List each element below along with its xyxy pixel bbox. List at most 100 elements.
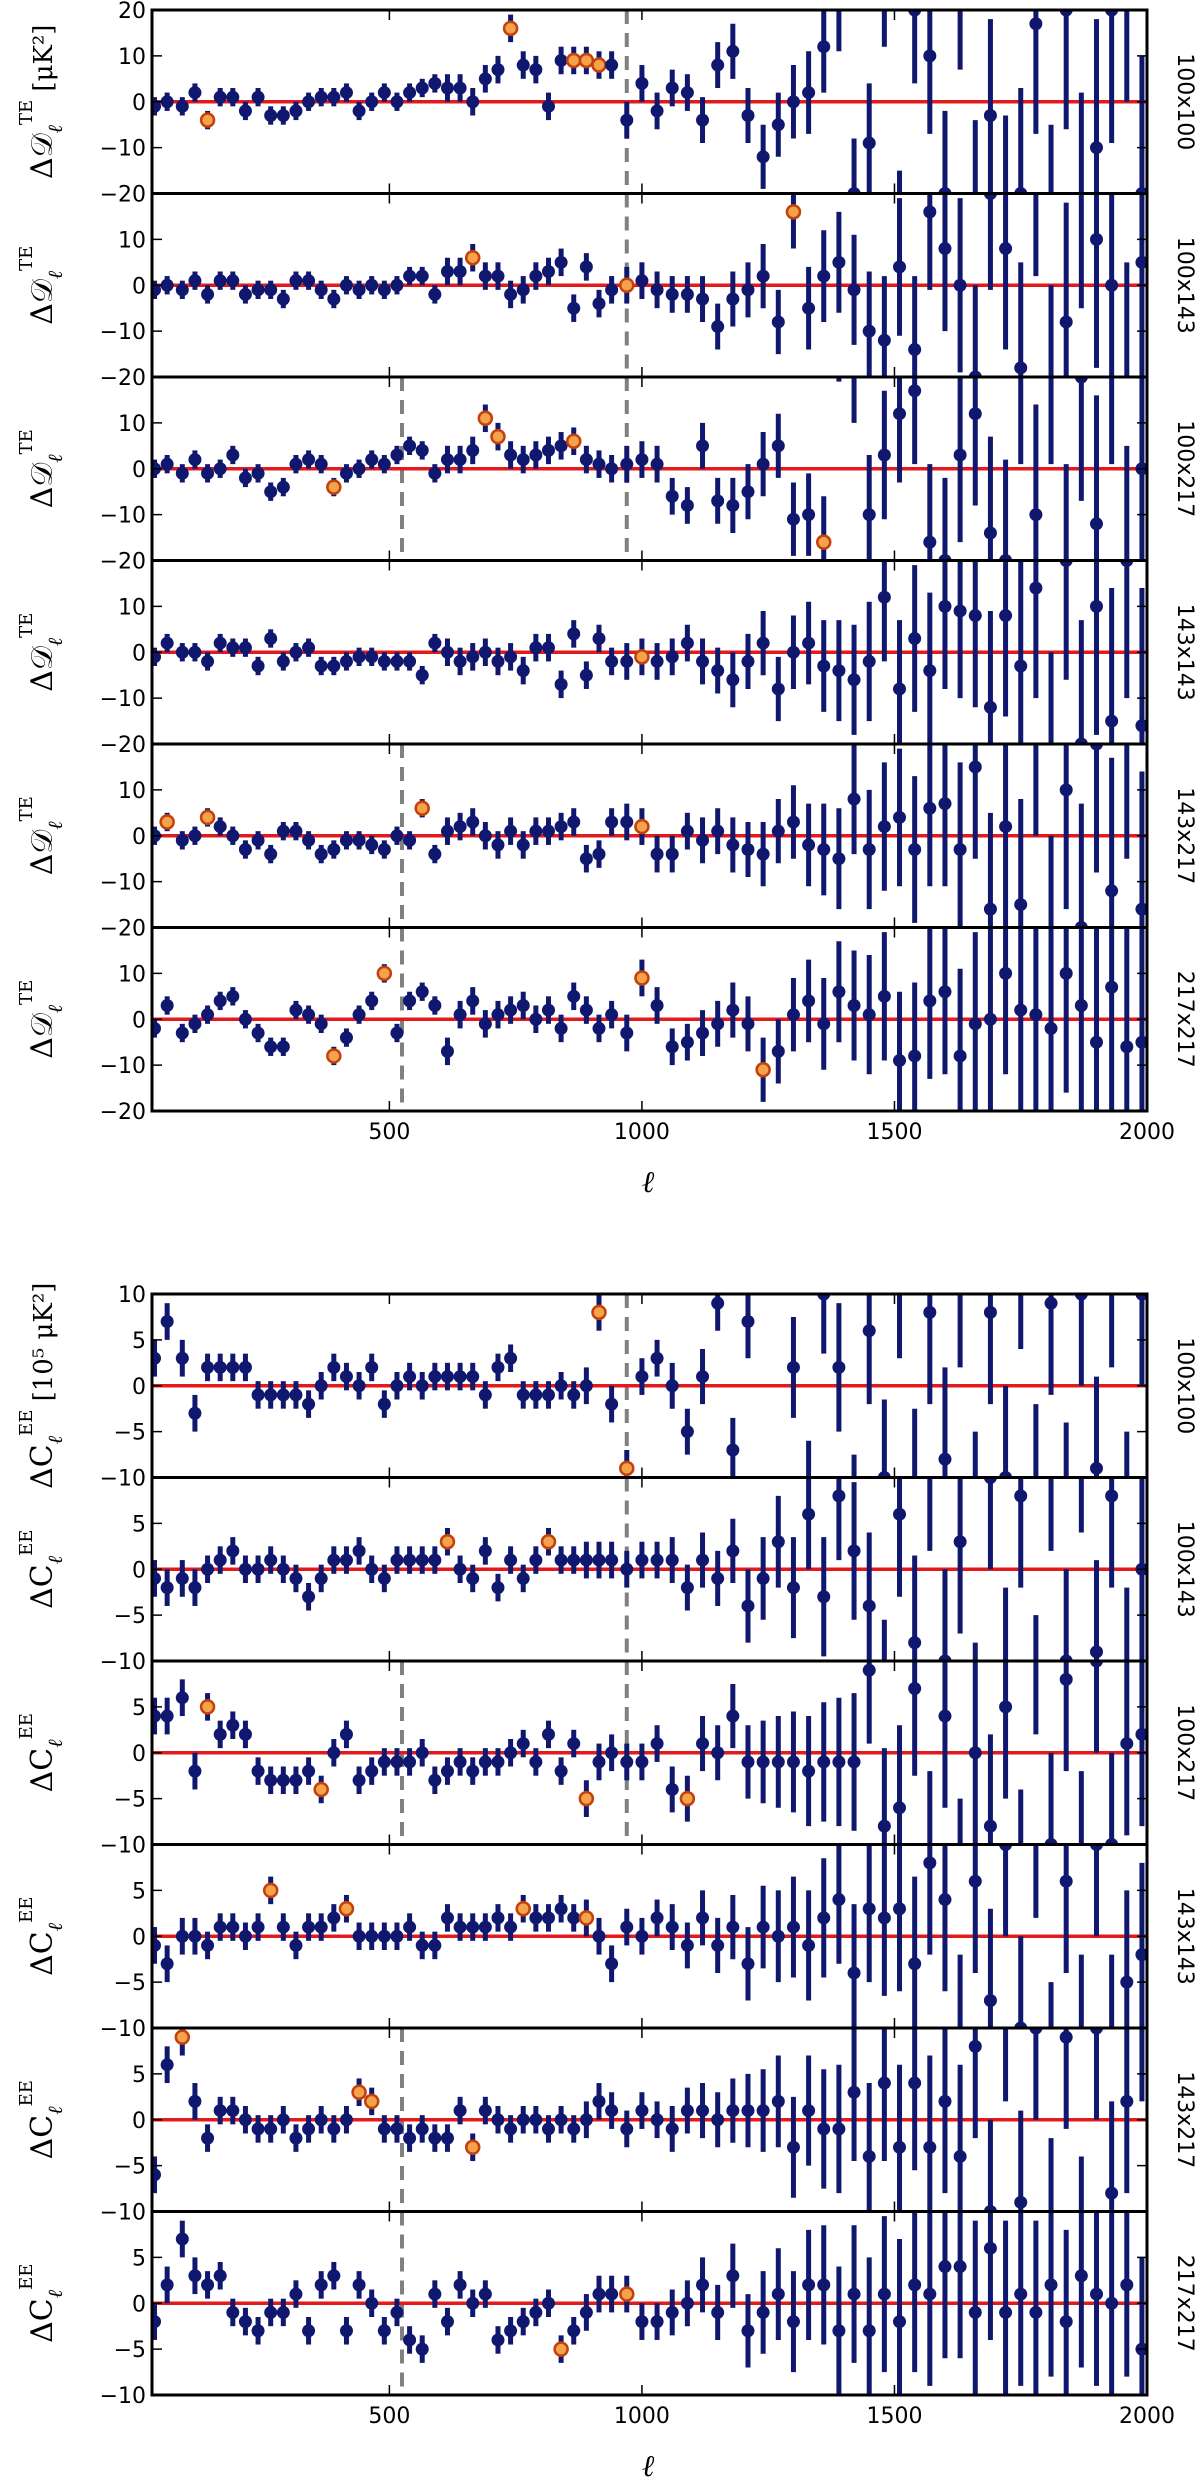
data-point (440, 645, 454, 659)
data-point (605, 815, 619, 829)
data-point (352, 283, 366, 297)
data-point (711, 1746, 725, 1760)
data-point (579, 1003, 593, 1017)
data-point (862, 1902, 876, 1916)
data-point (983, 1477, 997, 1484)
data-point (696, 1026, 710, 1040)
data-point (516, 664, 530, 678)
outlier-point (634, 649, 650, 665)
data-point (541, 264, 555, 278)
data-point (650, 2113, 664, 2127)
y-tick-label: −20 (100, 183, 146, 208)
data-point (786, 512, 800, 526)
data-point (999, 1471, 1013, 1478)
data-point (726, 838, 740, 852)
data-point (696, 654, 710, 668)
plot-area (152, 1661, 1147, 1845)
data-point (478, 2287, 492, 2301)
data-point (832, 2122, 846, 2136)
data-point (403, 86, 417, 100)
data-point (201, 466, 215, 480)
data-point (415, 1379, 429, 1393)
data-point (711, 494, 725, 508)
data-point (726, 44, 740, 58)
data-point (491, 838, 505, 852)
data-point (238, 104, 252, 118)
x-tick-label: 2000 (1119, 1120, 1175, 1145)
data-point (1089, 1645, 1103, 1659)
data-point (620, 1026, 634, 1040)
data-point (680, 1035, 694, 1049)
data-point (238, 641, 252, 655)
data-point (1014, 1251, 1027, 1264)
data-point (1089, 2287, 1103, 2301)
data-point (1120, 2278, 1134, 2292)
data-point (504, 287, 518, 301)
data-point (726, 1443, 740, 1457)
data-point (650, 457, 664, 471)
data-point (665, 1040, 679, 1054)
data-point (786, 645, 800, 659)
data-point (938, 187, 952, 194)
data-point (741, 485, 755, 499)
data-point (862, 843, 876, 857)
data-point (999, 609, 1013, 623)
data-point (741, 109, 755, 123)
data-point (620, 2122, 634, 2136)
data-point (365, 838, 379, 852)
data-point (226, 274, 240, 288)
data-point (440, 1370, 454, 1384)
data-point (1120, 560, 1134, 567)
data-point (529, 269, 543, 283)
data-point (938, 1452, 952, 1466)
data-point (665, 2122, 679, 2136)
data-point (908, 2278, 922, 2292)
data-point (696, 113, 710, 127)
data-point (314, 90, 328, 104)
data-point (516, 2315, 530, 2329)
data-point (877, 1819, 891, 1833)
data-point (365, 994, 379, 1008)
data-point (1029, 17, 1043, 31)
data-point (264, 485, 278, 499)
data-point (953, 448, 967, 462)
data-point (541, 1003, 555, 1017)
data-point (877, 333, 891, 347)
data-point (160, 1957, 174, 1971)
data-point (1105, 1489, 1119, 1503)
data-point (1135, 1727, 1147, 1741)
data-point (264, 631, 278, 645)
data-point (390, 2305, 404, 2319)
plot-area (152, 10, 1147, 194)
data-point (327, 843, 341, 857)
data-point (152, 283, 162, 297)
data-point (650, 104, 664, 118)
data-point (264, 847, 278, 861)
y-label-sub: ℓ (43, 1555, 67, 1564)
y-label-sub: ℓ (43, 1922, 67, 1931)
data-point (390, 278, 404, 292)
data-point (756, 1571, 770, 1585)
data-point (264, 1040, 278, 1054)
data-point (390, 1755, 404, 1769)
data-point (352, 1008, 366, 1022)
data-point (377, 654, 391, 668)
data-point (403, 2333, 417, 2347)
data-point (466, 1370, 480, 1384)
data-point (953, 1049, 967, 1063)
outlier-point (591, 1304, 607, 1321)
y-axis-label: ΔCℓ EE (16, 1713, 67, 1792)
data-point (415, 2342, 429, 2356)
y-label-main: Δ𝒟 (25, 279, 60, 325)
data-point (786, 2140, 800, 2154)
data-point (832, 1360, 846, 1374)
y-label-main: ΔC (25, 2298, 60, 2343)
data-point (238, 1360, 252, 1374)
data-point (953, 278, 967, 292)
data-point (339, 466, 353, 480)
data-point (650, 1737, 664, 1751)
outlier-point (540, 1533, 557, 1550)
data-point (579, 453, 593, 467)
data-point (302, 453, 316, 467)
